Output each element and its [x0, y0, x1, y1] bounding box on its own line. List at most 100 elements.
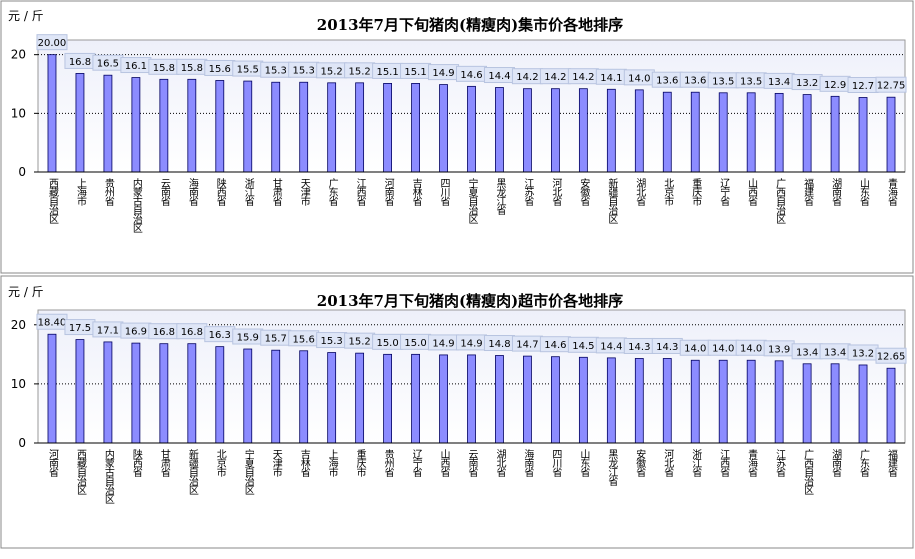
y-tick-label: 10: [11, 377, 26, 391]
x-tick-label cat: 广东省: [326, 178, 338, 207]
x-tick-label cat: 黑龙江省: [606, 449, 618, 487]
x-tick-label cat: 河北省: [662, 449, 674, 478]
x-tick-label cat: 福建省: [802, 177, 814, 207]
x-tick-label cat: 辽宁省: [410, 449, 422, 478]
bar: [439, 84, 448, 173]
bar: [523, 355, 532, 444]
value-label: 14.2: [516, 72, 538, 83]
bar: [299, 81, 309, 173]
x-tick-label cat: 湖北省: [494, 449, 506, 478]
bar: [774, 92, 784, 173]
x-tick-label cat: 安徽省: [578, 177, 590, 207]
value-label: 14.1: [600, 73, 622, 84]
value-label: 14.7: [516, 340, 538, 351]
value-label: 16.1: [125, 61, 147, 72]
x-tick-label cat: 上海市: [326, 449, 338, 478]
bar: [75, 73, 85, 173]
x-tick-label cat: 天津市: [298, 178, 310, 207]
y-tick-label: 20: [11, 318, 26, 332]
value-label: 15.8: [153, 63, 175, 74]
bar: [215, 80, 225, 173]
bar: [886, 96, 896, 173]
x-tick-label cat: 重庆市: [690, 177, 702, 207]
value-label: 15.1: [404, 67, 426, 78]
x-tick-label cat: 湖南省: [830, 178, 842, 207]
bar: [551, 88, 560, 173]
value-label: 12.9: [824, 80, 846, 91]
bar: [47, 333, 57, 444]
value-label: 12.65: [877, 352, 906, 363]
bar: [187, 78, 197, 173]
x-tick-label cat: 安徽省: [634, 448, 646, 478]
x-tick-label cat: 内蒙古自治区: [130, 177, 142, 233]
bar: [718, 92, 728, 173]
value-label: 15.5: [237, 65, 259, 76]
chart-title: 2013年7月下旬猪肉(精瘦肉)超市价各地排序: [317, 292, 623, 310]
bar: [690, 359, 700, 444]
bar: [411, 353, 420, 444]
bar: [271, 81, 281, 173]
value-label-box: [36, 34, 68, 51]
x-tick-label cat: 贵州省: [102, 177, 114, 207]
x-tick-label cat: 海南省: [522, 448, 534, 478]
value-label: 15.2: [348, 66, 370, 77]
x-tick-label cat: 吉林省: [410, 178, 422, 207]
x-tick-label cat: 甘肃省: [158, 448, 170, 478]
bar: [159, 78, 169, 173]
bar: [467, 354, 476, 444]
value-label: 14.6: [460, 70, 482, 81]
bar: [690, 91, 700, 173]
value-label: 14.9: [432, 338, 454, 349]
y-tick-label: 0: [18, 165, 26, 179]
value-label: 15.8: [181, 63, 203, 74]
value-label: 13.4: [768, 77, 790, 88]
x-tick-label cat: 天津市: [270, 449, 282, 478]
bar: [886, 367, 896, 444]
bar: [467, 85, 476, 173]
value-label: 12.7: [852, 81, 874, 92]
value-label: 14.0: [740, 344, 762, 355]
bar: [383, 83, 392, 173]
y-axis-label: 元 / 斤: [8, 285, 44, 299]
x-tick-label cat: 河北省: [550, 178, 562, 207]
bar: [634, 358, 644, 444]
bar: [131, 77, 141, 173]
value-label: 13.9: [768, 344, 790, 355]
value-label: 20.00: [38, 38, 67, 49]
x-tick-label cat: 辽宁省: [718, 178, 730, 207]
value-label: 14.0: [628, 73, 650, 84]
x-tick-label cat: 湖北省: [634, 178, 646, 207]
value-label: 14.8: [488, 339, 510, 350]
bar: [495, 87, 504, 173]
x-tick-label cat: 江西省: [718, 449, 730, 478]
bar: [774, 360, 784, 444]
x-tick-label cat: 山西省: [438, 449, 450, 478]
x-tick-label cat: 内蒙古自治区: [102, 448, 114, 504]
value-label: 14.0: [712, 344, 734, 355]
value-label: 14.2: [544, 72, 566, 83]
value-label: 15.3: [265, 66, 287, 77]
chart-title: 2013年7月下旬猪肉(精瘦肉)集市价各地排序: [317, 16, 623, 34]
x-tick-label cat: 北京市: [214, 449, 226, 478]
x-tick-label cat: 山东省: [578, 449, 590, 478]
x-tick-label cat: 青海省: [886, 177, 898, 207]
value-label: 13.2: [852, 348, 874, 359]
bar: [606, 88, 616, 173]
bar: [131, 342, 141, 444]
x-tick-label cat: 江西省: [354, 178, 366, 207]
x-tick-label cat: 山东省: [858, 178, 870, 207]
bar: [578, 356, 588, 444]
value-label: 17.1: [97, 325, 119, 336]
bar: [802, 94, 812, 173]
x-tick-label cat: 江苏省: [522, 178, 534, 207]
x-tick-label cat: 贵州省: [382, 448, 394, 478]
x-tick-label cat: 宁夏自治区: [242, 448, 254, 495]
value-label: 14.3: [656, 342, 678, 353]
bar: [718, 359, 728, 444]
value-label: 16.8: [153, 327, 175, 338]
bar: [103, 341, 113, 444]
bar: [662, 91, 672, 173]
value-label: 15.3: [321, 336, 343, 347]
bar: [215, 346, 225, 444]
bar: [858, 364, 868, 444]
